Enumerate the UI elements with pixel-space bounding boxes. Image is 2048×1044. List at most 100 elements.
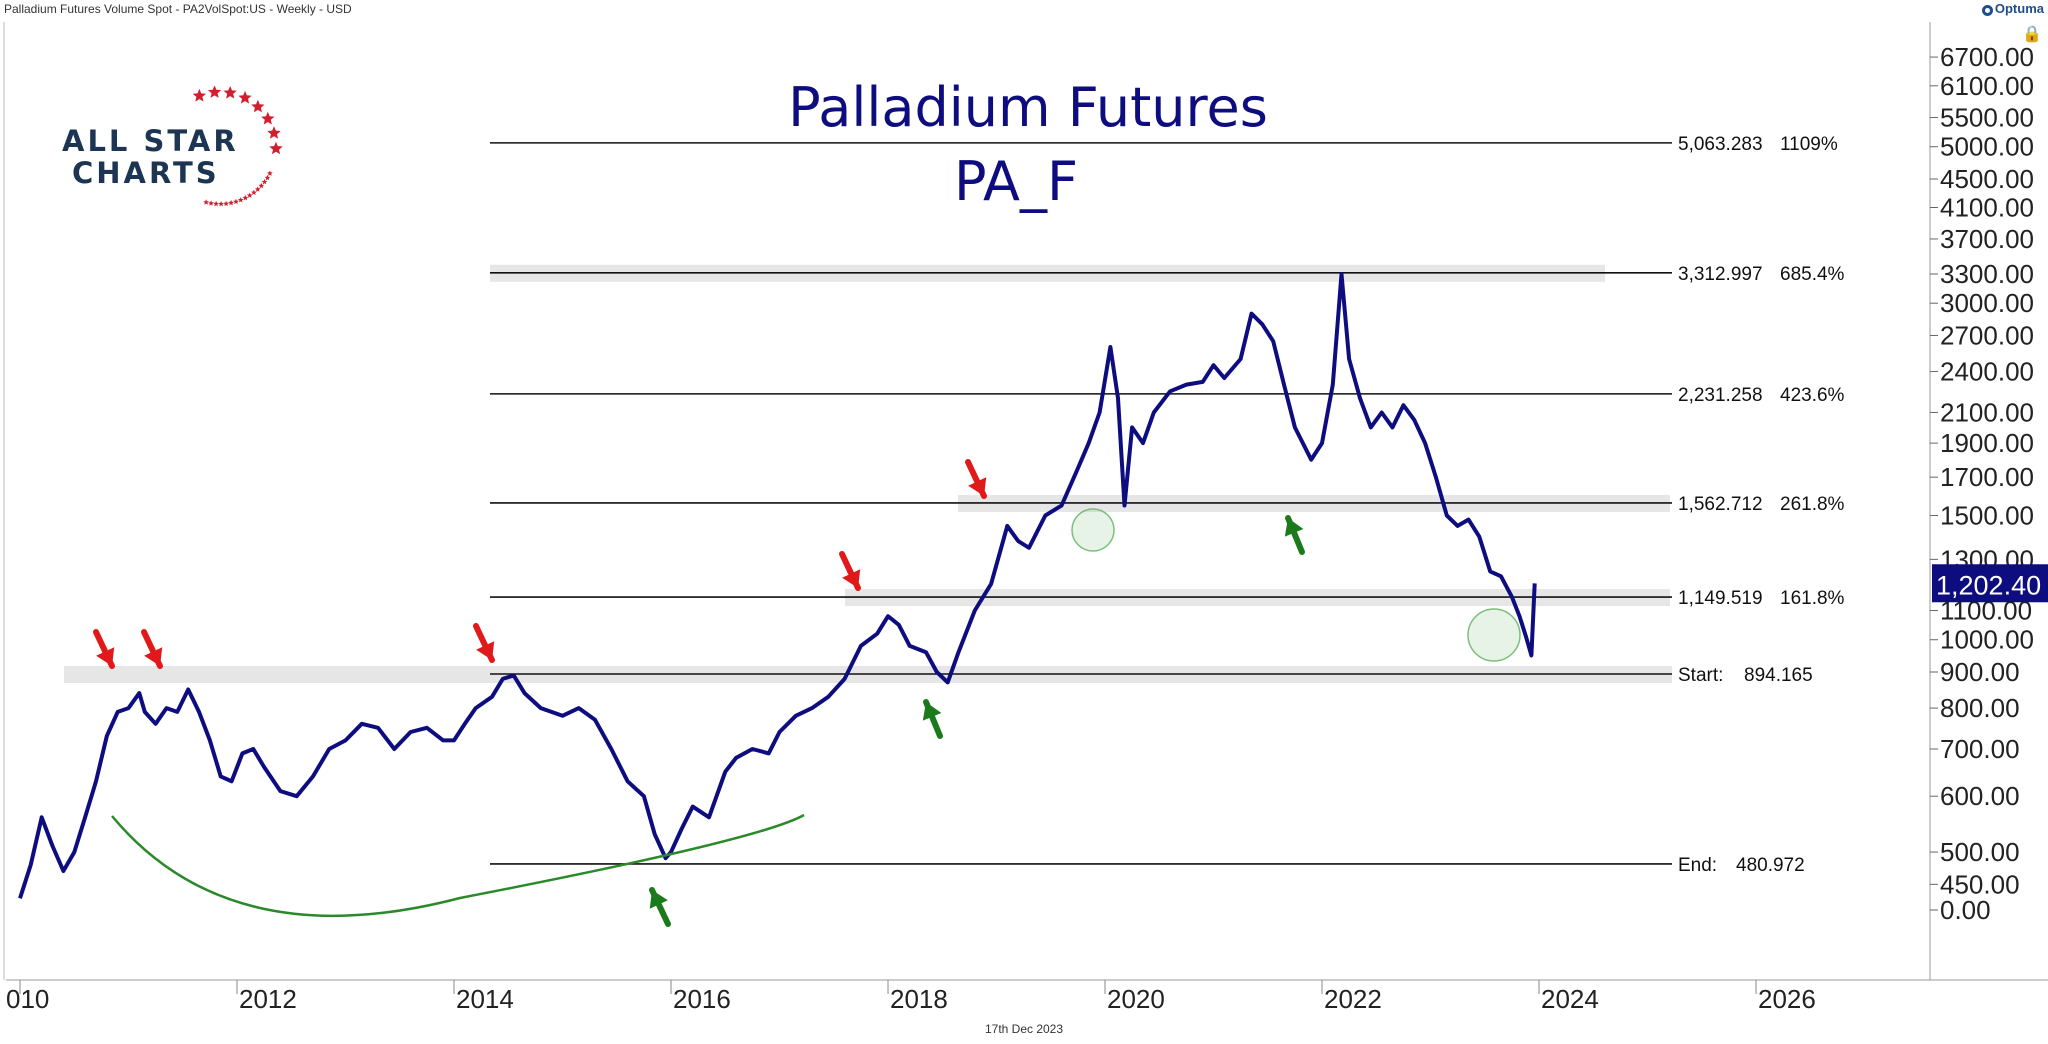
logo-star <box>223 86 237 99</box>
logo-star-small <box>228 199 234 206</box>
fib-level-percent: 261.8% <box>1780 494 1845 515</box>
logo-star <box>261 111 275 125</box>
highlight-circle <box>1071 508 1115 552</box>
y-tick-label: 2400.00 <box>1940 357 2034 387</box>
brand-ring-icon <box>1981 5 1993 16</box>
red-down-arrow <box>473 623 495 663</box>
fib-level-percent: 423.6% <box>1780 385 1845 406</box>
y-tick-label: 1900.00 <box>1940 428 2034 458</box>
y-tick-label: 2100.00 <box>1940 397 2034 427</box>
x-tick-label: 2018 <box>890 984 948 1014</box>
logo-star-small <box>258 182 265 189</box>
green-up-arrow <box>1284 515 1305 555</box>
y-tick-label: 700.00 <box>1940 734 2020 764</box>
y-tick-label: 6100.00 <box>1940 71 2034 101</box>
red-down-arrow <box>839 551 861 591</box>
logo-line-1: ALL STAR <box>62 124 239 158</box>
green-up-arrow <box>922 699 943 739</box>
fib-level-value: End: <box>1678 855 1717 876</box>
logo-line-2: CHARTS <box>72 156 220 190</box>
logo-star <box>269 141 283 155</box>
x-tick-label: 2016 <box>673 984 731 1014</box>
red-down-arrow <box>141 629 163 669</box>
y-tick-label: 1500.00 <box>1940 501 2034 531</box>
x-tick-label: 2024 <box>1541 984 1599 1014</box>
y-tick-label: 1700.00 <box>1940 462 2034 492</box>
x-tick-label: 2022 <box>1324 984 1382 1014</box>
x-tick-label: 2020 <box>1107 984 1165 1014</box>
arrow-head <box>842 569 861 588</box>
y-tick-label: 500.00 <box>1940 837 2020 867</box>
y-tick-label: 6700.00 <box>1940 42 2034 72</box>
arrow-head <box>96 647 115 666</box>
logo-star <box>192 88 206 102</box>
y-tick-label: 0.00 <box>1940 895 1991 925</box>
arrow-head <box>922 702 942 721</box>
chart-subtitle: PA_F <box>954 150 1078 213</box>
fib-level-value: 5,063.283 <box>1678 134 1763 155</box>
y-tick-label: 4500.00 <box>1940 164 2034 194</box>
current-price-badge <box>1932 564 2048 603</box>
y-tick-label: 5000.00 <box>1940 132 2034 162</box>
logo-star-small <box>261 178 268 185</box>
y-tick-label: 5500.00 <box>1940 103 2034 133</box>
fib-level-value: Start: <box>1678 665 1723 686</box>
logo-star-small <box>254 186 261 192</box>
price-line <box>18 272 1537 899</box>
fib-level-value: 3,312.997 <box>1678 264 1763 285</box>
rounding-bottom-arc <box>111 813 805 918</box>
y-tick-label: 3300.00 <box>1940 259 2034 289</box>
logo-star-small <box>223 200 229 207</box>
x-tick-label: 2014 <box>456 984 514 1014</box>
fib-level-percent: 685.4% <box>1780 264 1845 285</box>
y-tick-label: 1000.00 <box>1940 625 2034 655</box>
arrow-head <box>1284 518 1304 537</box>
logo-star-small <box>251 189 257 195</box>
y-tick-label: 450.00 <box>1940 869 2020 899</box>
arrow-head <box>144 647 163 666</box>
logo-star <box>238 90 252 104</box>
logo-star-arc <box>192 86 283 207</box>
fib-level-percent: 480.972 <box>1736 855 1805 876</box>
chart-title: Palladium Futures <box>788 76 1268 139</box>
logo-star-small <box>208 200 214 206</box>
highlight-circle <box>1467 608 1521 662</box>
fib-level-value: 2,231.258 <box>1678 385 1763 406</box>
x-tick-label: 010 <box>6 984 49 1014</box>
arrow-head <box>968 477 987 496</box>
fib-level-percent: 161.8% <box>1780 588 1845 609</box>
lock-icon[interactable]: 🔒 <box>2022 26 2042 43</box>
fib-level-percent: 1109% <box>1780 134 1838 155</box>
red-down-arrow <box>965 459 987 499</box>
logo-star <box>251 99 265 113</box>
y-tick-label: 900.00 <box>1940 657 2020 687</box>
y-tick-label: 4100.00 <box>1940 193 2034 223</box>
logo-star-small <box>264 174 271 181</box>
all-star-charts-logo: ALL STAR CHARTS <box>60 86 300 216</box>
fib-level-value: 1,562.712 <box>1678 494 1763 515</box>
arrow-head <box>476 641 495 660</box>
arrow-head <box>649 890 668 909</box>
y-tick-label: 3000.00 <box>1940 288 2034 318</box>
top-bar: Palladium Futures Volume Spot - PA2VolSp… <box>0 0 2048 20</box>
logo-star <box>267 126 281 139</box>
logo-star-small <box>203 199 209 205</box>
current-price-label: 1,202.40 <box>1936 570 2041 600</box>
brand-logo: Optuma <box>1981 1 2044 16</box>
instrument-label: Palladium Futures Volume Spot - PA2VolSp… <box>4 2 352 16</box>
logo-star-small <box>213 200 219 207</box>
green-up-arrow <box>649 887 671 927</box>
logo-star-small <box>237 197 244 203</box>
date-footer: 17th Dec 2023 <box>984 1022 1064 1036</box>
logo-star <box>207 86 222 98</box>
y-tick-label: 800.00 <box>1940 693 2020 723</box>
y-tick-label: 600.00 <box>1940 781 2020 811</box>
fib-level-value: 1,149.519 <box>1678 588 1763 609</box>
x-tick-label: 2026 <box>1758 984 1816 1014</box>
x-tick-label: 2012 <box>239 984 297 1014</box>
y-tick-label: 3700.00 <box>1940 224 2034 254</box>
fib-level-percent: 894.165 <box>1744 665 1813 686</box>
logo-star-small <box>246 192 253 198</box>
logo-star-small <box>267 170 273 176</box>
